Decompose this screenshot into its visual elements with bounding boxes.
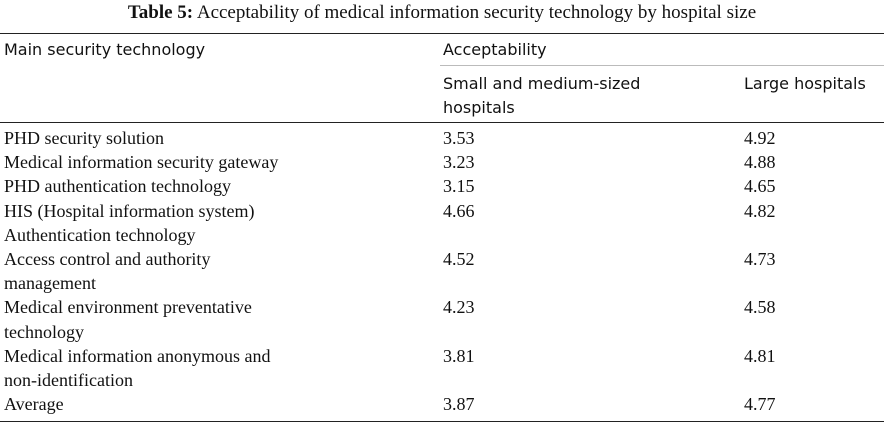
caption-text: Acceptability of medical information sec… xyxy=(196,2,757,23)
row-small-medium-value: 4.66 xyxy=(443,200,475,221)
row-technology-name: Average xyxy=(4,394,64,415)
row-small-medium-value: 3.15 xyxy=(443,176,475,197)
row-technology-name: non-identification xyxy=(4,370,133,390)
row-small-medium-value: 3.23 xyxy=(443,152,475,173)
top-rule xyxy=(0,33,884,34)
row-technology-name: technology xyxy=(4,321,84,342)
row-large-value: 4.82 xyxy=(744,200,776,221)
row-technology-name: Access control and authority xyxy=(4,249,211,269)
row-technology-name: PHD security solution xyxy=(4,128,164,148)
row-large-value: 4.73 xyxy=(744,249,776,269)
header-acceptability: Acceptability xyxy=(443,40,547,59)
row-small-medium-value: 3.53 xyxy=(443,128,475,148)
row-large-value: 4.77 xyxy=(744,394,776,415)
row-technology-name: PHD authentication technology xyxy=(4,176,231,197)
header-rule xyxy=(0,122,884,123)
row-technology-name: Medical information anonymous and xyxy=(4,345,271,366)
row-small-medium-value: 4.52 xyxy=(443,249,475,269)
header-large-hospitals: Large hospitals xyxy=(744,74,866,93)
header-main-security-technology: Main security technology xyxy=(4,40,206,59)
row-large-value: 4.88 xyxy=(744,152,776,173)
row-technology-name: Medical information security gateway xyxy=(4,152,279,173)
row-large-value: 4.92 xyxy=(744,128,776,148)
row-large-value: 4.58 xyxy=(744,297,776,318)
row-large-value: 4.65 xyxy=(744,176,776,197)
row-technology-name: Medical environment preventative xyxy=(4,297,252,318)
row-small-medium-value: 3.81 xyxy=(443,345,475,366)
row-large-value: 4.81 xyxy=(744,345,776,366)
header-small-medium-line2: hospitals xyxy=(443,98,515,117)
header-small-medium-line1: Small and medium-sized xyxy=(443,74,641,93)
caption-label: Table 5: xyxy=(127,2,194,23)
row-technology-name: HIS (Hospital information system) xyxy=(4,200,255,221)
group-rule xyxy=(440,65,884,66)
bottom-rule xyxy=(0,421,884,422)
table-caption: Table 5: Acceptability of medical inform… xyxy=(0,2,884,24)
row-small-medium-value: 3.87 xyxy=(443,394,475,415)
row-technology-name: management xyxy=(4,273,96,294)
row-small-medium-value: 4.23 xyxy=(443,297,475,318)
row-technology-name: Authentication technology xyxy=(4,224,196,245)
